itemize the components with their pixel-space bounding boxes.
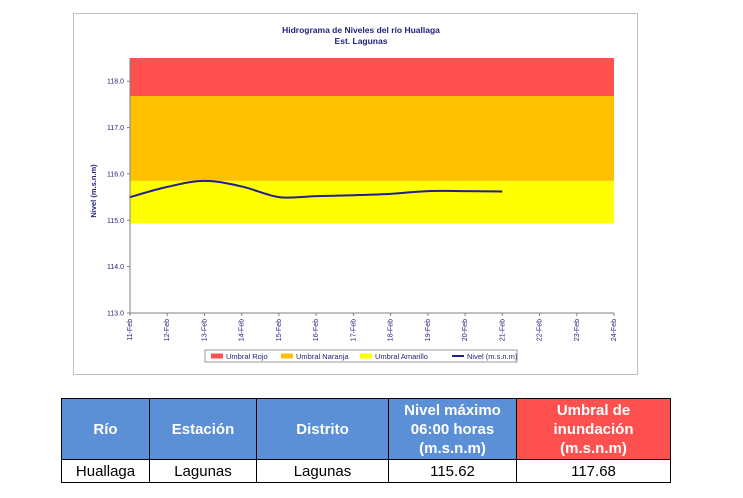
y-tick-label-2: 115.0 (107, 218, 124, 225)
x-tick-label-7: 18-Feb (388, 319, 395, 341)
cell-umbral-inundacion: 117.68 (516, 459, 671, 483)
x-tick-label-2: 13-Feb (201, 319, 208, 341)
header-nivel-maximo: Nivel máximo 06:00 horas (m.s.n.m) (388, 398, 517, 460)
x-tick-label-6: 17-Feb (350, 319, 357, 341)
legend-label-3: Nivel (m.s.n.m) (467, 352, 518, 361)
cell-rio: Huallaga (61, 459, 150, 483)
chart-panel: Hidrograma de Niveles del río Huallaga E… (73, 13, 638, 375)
header-estacion: Estación (149, 398, 257, 460)
legend-swatch-0 (211, 353, 223, 359)
legend-swatch-1 (281, 353, 293, 359)
chart-title: Hidrograma de Niveles del río Huallaga (282, 25, 440, 35)
chart-legend: Umbral Rojo Umbral Naranja Umbral Amarillo… (204, 349, 518, 363)
legend-label-1: Umbral Naranja (296, 352, 349, 361)
cell-nivel-maximo: 115.62 (388, 459, 517, 483)
y-tick-label-5: 118.0 (107, 79, 124, 86)
x-tick-label-8: 19-Feb (425, 319, 432, 341)
level-series (129, 179, 503, 199)
cell-distrito: Lagunas (256, 459, 389, 483)
legend-label-2: Umbral Amarillo (375, 352, 428, 361)
x-tick-label-10: 21-Feb (499, 319, 506, 341)
y-tick-label-1: 114.0 (107, 264, 124, 271)
table-header-row: Río Estación Distrito Nivel máximo 06:00… (61, 398, 671, 460)
x-tick-label-1: 12-Feb (164, 319, 171, 341)
header-distrito: Distrito (256, 398, 389, 460)
cell-estacion: Lagunas (149, 459, 257, 483)
x-tick-label-13: 24-Feb (611, 319, 618, 341)
x-tick-label-11: 22-Feb (537, 319, 544, 341)
series-line-0 (129, 179, 503, 199)
band-2 (130, 180, 614, 224)
band-1 (130, 96, 614, 181)
x-tick-label-0: 11-Feb (127, 319, 134, 341)
station-info-table: Río Estación Distrito Nivel máximo 06:00… (61, 398, 671, 483)
hydrograph-chart: Hidrograma de Niveles del río Huallaga E… (89, 25, 618, 363)
x-tick-label-4: 15-Feb (276, 319, 283, 341)
y-tick-label-0: 113.0 (107, 311, 124, 318)
band-0 (130, 58, 614, 97)
x-tick-label-3: 14-Feb (239, 319, 246, 341)
threshold-bands (130, 58, 614, 224)
y-axis-label: Nivel (m.s.n.m) (89, 164, 98, 218)
chart-axes: 113.0 114.0 115.0 116.0 117.0 118.0 11-Feb 12-F… (107, 58, 618, 341)
y-tick-label-3: 116.0 (107, 171, 124, 178)
header-umbral-inundacion: Umbral de inundación (m.s.n.m) (516, 398, 671, 460)
legend-swatch-2 (360, 353, 372, 359)
x-tick-label-9: 20-Feb (462, 319, 469, 341)
x-tick-label-5: 16-Feb (313, 319, 320, 341)
table-row: Huallaga Lagunas Lagunas 115.62 117.68 (61, 459, 671, 483)
chart-subtitle: Est. Lagunas (335, 36, 388, 46)
y-tick-label-4: 117.0 (107, 125, 124, 132)
legend-label-0: Umbral Rojo (226, 352, 268, 361)
x-tick-label-12: 23-Feb (574, 319, 581, 341)
header-rio: Río (61, 398, 150, 460)
